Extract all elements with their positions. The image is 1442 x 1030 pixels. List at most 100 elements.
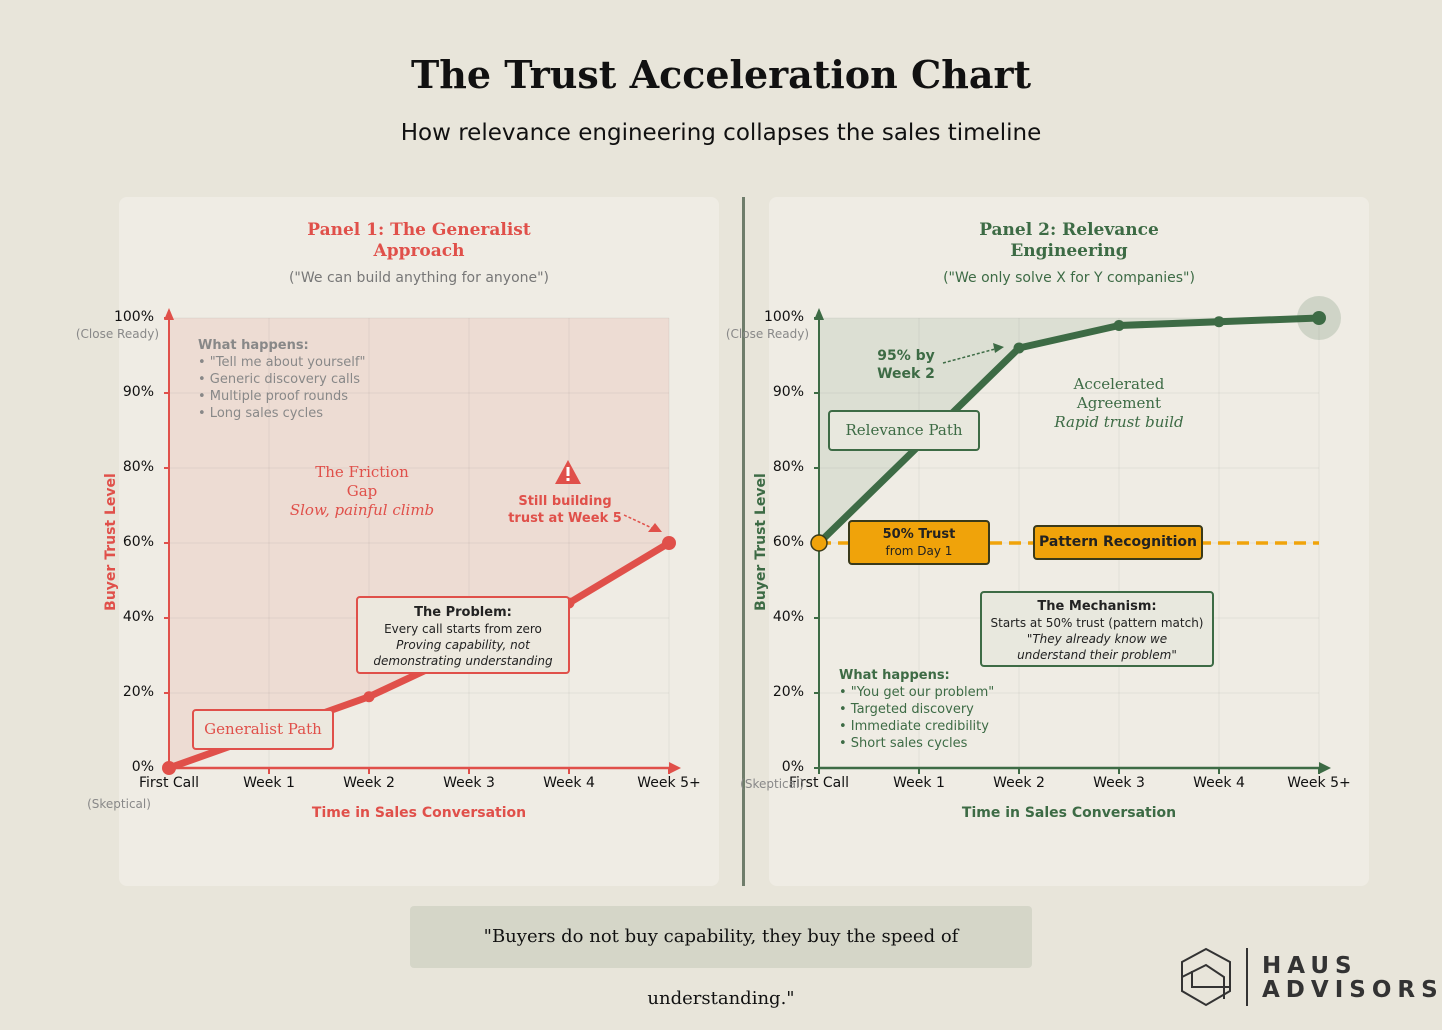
x-tick-label: Week 4 bbox=[543, 775, 595, 791]
x-axis-arrow bbox=[1319, 762, 1331, 774]
panel1-subtitle: ("We can build anything for anyone") bbox=[288, 270, 550, 286]
y-tick-label: 60% bbox=[122, 534, 154, 550]
week2-line: 95% by bbox=[877, 348, 935, 364]
mechanism-callout: The Mechanism: Starts at 50% trust (patt… bbox=[980, 591, 1214, 667]
data-point bbox=[1213, 316, 1225, 328]
mech-line: understand their problem" bbox=[1017, 648, 1177, 662]
data-point bbox=[1312, 311, 1326, 325]
list-item: • Multiple proof rounds bbox=[198, 389, 349, 404]
warning-line: trust at Week 5 bbox=[508, 511, 622, 526]
data-point bbox=[662, 536, 676, 550]
problem-line: demonstrating understanding bbox=[373, 654, 553, 668]
shaded-gap-area bbox=[819, 318, 1319, 543]
panel2-title: Panel 2: Relevance Engineering bbox=[979, 220, 1159, 261]
what-happens-title: What happens: bbox=[839, 668, 950, 683]
y-tick-label: 0% bbox=[131, 759, 154, 775]
warning-label: Still building trust at Week 5 bbox=[490, 493, 640, 527]
data-point bbox=[1113, 320, 1125, 331]
y-tick-label: 40% bbox=[772, 609, 804, 625]
x-tick-label: Week 2 bbox=[343, 775, 395, 791]
gap-sub: Slow, painful climb bbox=[289, 501, 435, 519]
gap-line: Gap bbox=[346, 482, 378, 500]
y-axis-label: Buyer Trust Level bbox=[103, 473, 119, 611]
friction-gap-label: The Friction Gap Slow, painful climb bbox=[262, 463, 462, 520]
gap-line: The Friction bbox=[315, 463, 409, 481]
generalist-path-label: Generalist Path bbox=[192, 709, 334, 750]
y-tick-label: 80% bbox=[772, 459, 804, 475]
warning-arrow bbox=[623, 514, 653, 529]
pattern-recognition-label: Pattern Recognition bbox=[1033, 525, 1203, 560]
list-item: • Generic discovery calls bbox=[198, 372, 361, 387]
haus-logo-icon bbox=[1180, 947, 1236, 1007]
x-tick-label: Week 5+ bbox=[637, 775, 701, 791]
start-trust-callout: 50% Trust from Day 1 bbox=[848, 520, 990, 565]
y-axis-label: Buyer Trust Level bbox=[753, 473, 769, 611]
mech-line: Starts at 50% trust (pattern match) bbox=[990, 616, 1204, 630]
panel-generalist bbox=[119, 197, 719, 886]
x-tick-label: Week 2 bbox=[993, 775, 1045, 791]
x-tick-label: Week 4 bbox=[1193, 775, 1245, 791]
y-tick-label: 90% bbox=[772, 384, 804, 400]
data-point bbox=[1013, 342, 1025, 354]
x-tick-label: First Call bbox=[788, 775, 850, 791]
accelerated-label: Accelerated Agreement Rapid trust build bbox=[1029, 375, 1209, 432]
list-item: • "Tell me about yourself" bbox=[198, 355, 366, 370]
panel1-what-happens: What happens: • "Tell me about yourself"… bbox=[198, 337, 365, 422]
quote-banner: "Buyers do not buy capability, they buy … bbox=[410, 906, 1032, 1009]
y-bottom-note: (Skeptical) bbox=[87, 797, 151, 811]
start-line: 50% Trust bbox=[882, 527, 956, 542]
shaded-gap-area bbox=[169, 318, 669, 768]
y-tick-label: 80% bbox=[122, 459, 154, 475]
accel-line: Agreement bbox=[1076, 394, 1162, 412]
y-bottom-note: (Skeptical) bbox=[740, 777, 804, 791]
problem-line: Every call starts from zero bbox=[384, 622, 542, 636]
week2-arrow bbox=[942, 348, 996, 364]
relevance-path-label: Relevance Path bbox=[828, 410, 980, 451]
logo-line: ADVISORS bbox=[1262, 977, 1442, 1003]
week2-line: Week 2 bbox=[877, 366, 935, 382]
list-item: • Long sales cycles bbox=[198, 406, 324, 421]
warning-arrowhead bbox=[648, 523, 662, 532]
y-tick-label: 90% bbox=[122, 384, 154, 400]
list-item: • "You get our problem" bbox=[839, 685, 995, 700]
page-title: The Trust Acceleration Chart bbox=[410, 52, 1032, 97]
x-axis-arrow bbox=[669, 762, 681, 774]
problem-line: Proving capability, not bbox=[396, 638, 530, 652]
data-point bbox=[810, 534, 828, 552]
logo-divider bbox=[1246, 948, 1248, 1006]
panel-divider bbox=[742, 197, 745, 886]
warning-icon bbox=[554, 459, 582, 485]
y-tick-label: 100% bbox=[763, 309, 804, 325]
mech-title: The Mechanism: bbox=[1037, 599, 1157, 614]
x-tick-label: Week 1 bbox=[243, 775, 295, 791]
data-point bbox=[162, 761, 176, 775]
y-tick-label: 60% bbox=[772, 534, 804, 550]
page-subtitle: How relevance engineering collapses the … bbox=[400, 120, 1042, 146]
data-point bbox=[363, 691, 375, 703]
y-tick-label: 0% bbox=[781, 759, 804, 775]
x-tick-label: Week 3 bbox=[443, 775, 495, 791]
week2-callout: 95% by Week 2 bbox=[866, 347, 946, 383]
y-top-note: (Close Ready) bbox=[725, 327, 809, 341]
accel-sub: Rapid trust build bbox=[1054, 413, 1184, 431]
start-line: from Day 1 bbox=[885, 544, 953, 558]
x-tick-label: Week 5+ bbox=[1287, 775, 1351, 791]
logo-text: HAUS ADVISORS bbox=[1262, 954, 1442, 1002]
x-axis-label: Time in Sales Conversation bbox=[311, 805, 527, 821]
y-tick-label: 40% bbox=[122, 609, 154, 625]
warning-line: Still building bbox=[518, 494, 612, 509]
problem-callout: The Problem: Every call starts from zero… bbox=[356, 596, 570, 674]
mech-line: "They already know we bbox=[1026, 632, 1168, 646]
what-happens-title: What happens: bbox=[198, 338, 309, 353]
week2-arrowhead bbox=[993, 343, 1004, 353]
x-tick-label: Week 3 bbox=[1093, 775, 1145, 791]
x-axis-label: Time in Sales Conversation bbox=[961, 805, 1177, 821]
x-tick-label: Week 1 bbox=[893, 775, 945, 791]
panel2-what-happens: What happens: • "You get our problem" • … bbox=[839, 667, 994, 752]
y-top-note: (Close Ready) bbox=[75, 327, 159, 341]
logo-line: HAUS bbox=[1262, 953, 1358, 979]
accel-line: Accelerated bbox=[1073, 375, 1165, 393]
list-item: • Short sales cycles bbox=[839, 736, 968, 751]
list-item: • Immediate credibility bbox=[839, 719, 989, 734]
panel1-title: Panel 1: The Generalist Approach bbox=[307, 220, 531, 261]
